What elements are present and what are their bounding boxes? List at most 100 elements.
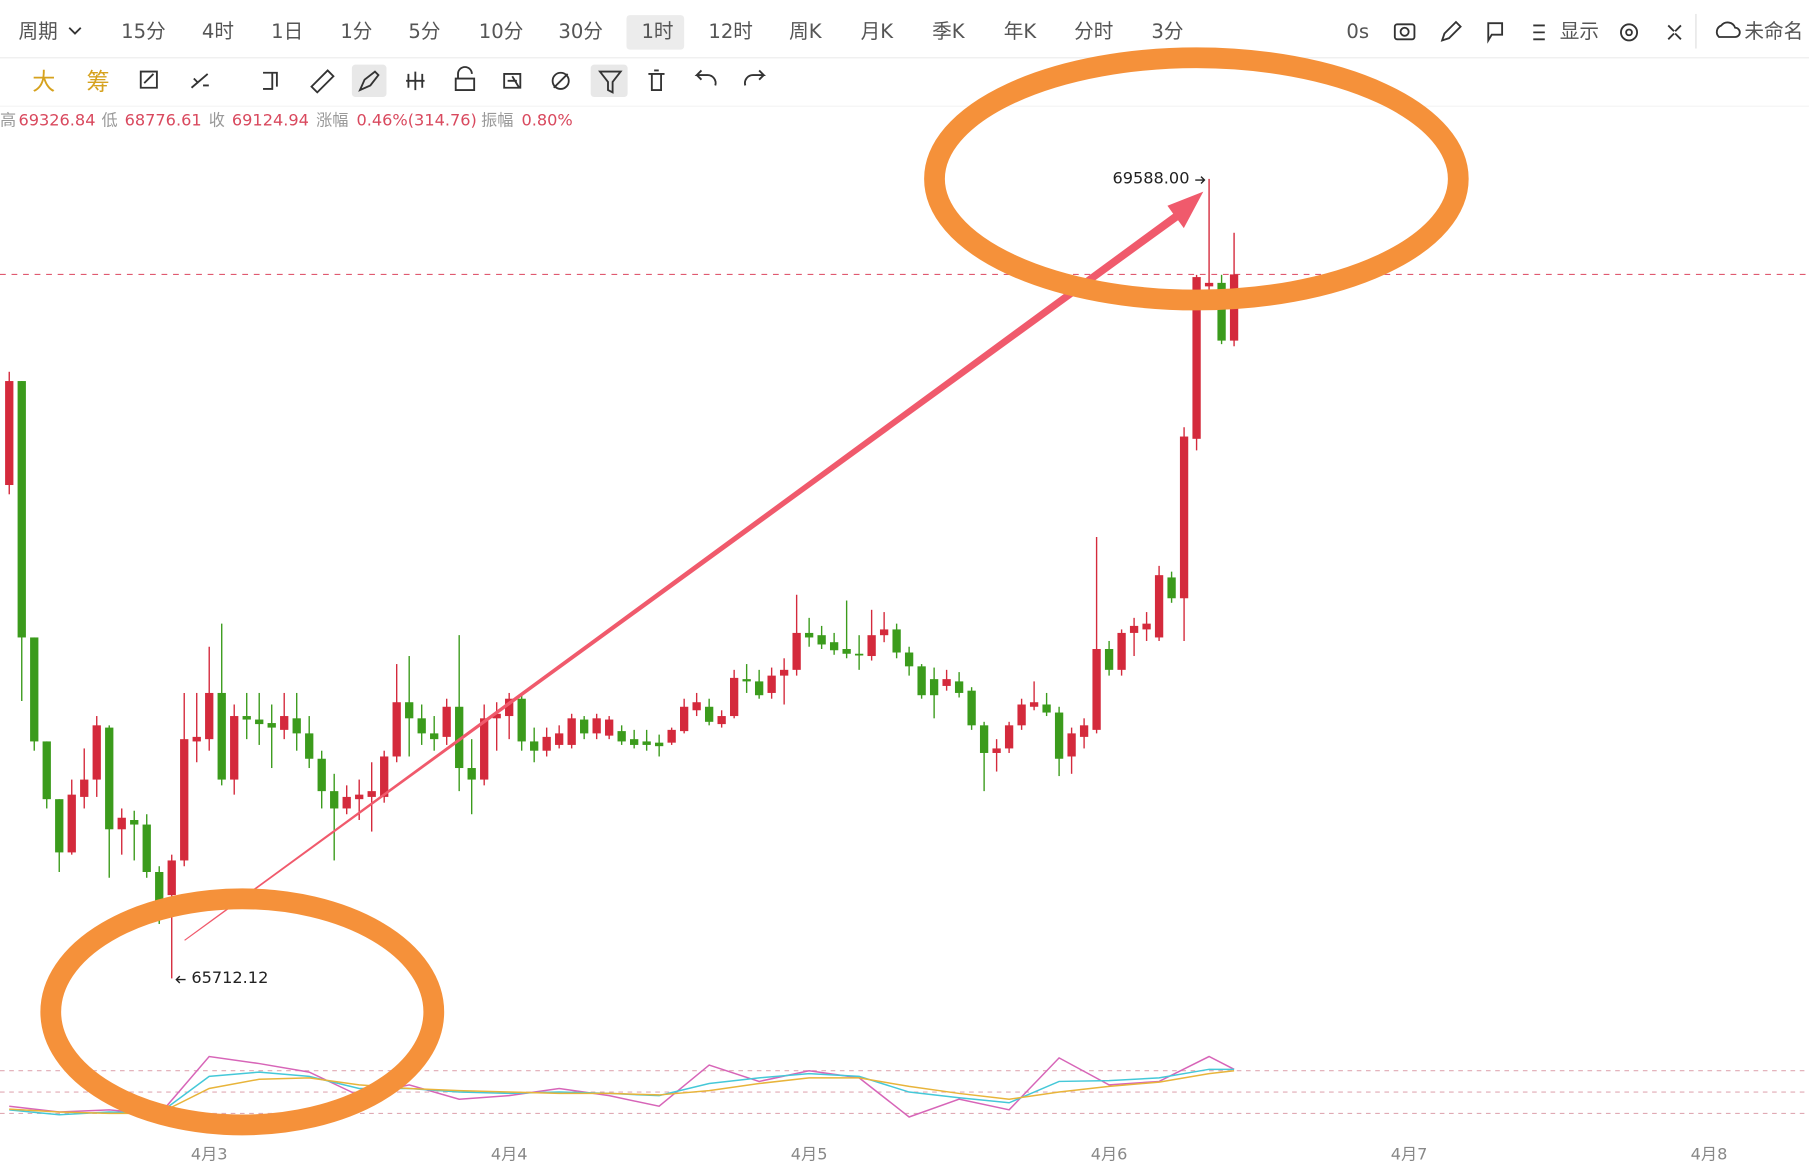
candle-body	[205, 692, 214, 740]
candle-body	[904, 652, 914, 667]
candle-body	[117, 817, 126, 830]
period-button[interactable]: 3分	[1151, 20, 1183, 43]
candle-body	[230, 716, 239, 780]
period-button[interactable]: 5分	[408, 20, 440, 43]
dropdown-icon[interactable]	[68, 27, 82, 35]
candle-body	[267, 723, 276, 728]
drawings	[40, 47, 1469, 1136]
candle-body	[1204, 282, 1214, 287]
candle-body	[954, 681, 964, 693]
highlight-ellipse	[40, 888, 445, 1136]
period-button[interactable]: 周K	[789, 20, 823, 43]
candle-body	[530, 741, 539, 751]
candle-body	[492, 713, 501, 719]
candle-body	[167, 860, 176, 896]
annotation-label: 69588.00	[1112, 168, 1189, 187]
candle-body	[942, 679, 951, 686]
candle-body	[929, 679, 939, 696]
candle-body	[280, 716, 289, 730]
candle-body	[1192, 277, 1201, 439]
candle-body	[667, 729, 676, 743]
candle-body	[992, 748, 1001, 753]
candle-body	[967, 690, 976, 726]
period-button[interactable]: 季K	[932, 20, 966, 43]
candle-body	[1054, 712, 1064, 759]
candle-body	[5, 381, 14, 486]
candle-body	[854, 653, 864, 656]
candle-body	[680, 706, 689, 732]
candle-body	[92, 725, 101, 780]
candle-body	[779, 669, 789, 676]
x-tick-label: 4月7	[1391, 1144, 1428, 1163]
x-tick-label: 4月8	[1691, 1144, 1728, 1163]
candle-body	[1042, 704, 1051, 713]
period-button[interactable]: 年K	[1004, 20, 1038, 43]
tool-button: 筹	[87, 70, 110, 96]
candle-body	[567, 718, 576, 745]
candle-body	[792, 632, 801, 670]
candle-body	[754, 681, 764, 696]
period-button[interactable]: 分时	[1074, 20, 1113, 43]
candle-body	[430, 733, 439, 740]
period-button[interactable]: 月K	[861, 20, 895, 43]
candle-body	[704, 706, 714, 722]
period-button[interactable]: 10分	[479, 20, 524, 43]
annotation-arrow	[1195, 176, 1206, 185]
candle-body	[917, 666, 926, 696]
candle-body	[1217, 282, 1226, 341]
candle-body	[542, 736, 551, 751]
candle-body	[879, 629, 889, 636]
candle-body	[1129, 625, 1139, 633]
candle-body	[630, 739, 639, 745]
toolbar-icons	[139, 20, 1741, 97]
info-label: 收	[209, 111, 225, 130]
info-value: 69326.84	[18, 111, 95, 130]
candle-body	[1104, 649, 1114, 670]
candle-body	[130, 820, 139, 825]
info-label: 高	[0, 111, 16, 130]
candle-body	[417, 718, 426, 734]
info-value: 69124.94	[232, 111, 309, 130]
candle-body	[617, 731, 626, 742]
candle-body	[505, 698, 514, 717]
period-button[interactable]: 1分	[340, 20, 372, 43]
annotation-arrow	[175, 975, 186, 984]
candle-body	[867, 635, 876, 657]
candle-body	[692, 702, 701, 711]
candle-body	[30, 637, 39, 742]
candle-body	[1092, 649, 1101, 730]
candle-body	[1029, 702, 1039, 707]
candle-body	[467, 768, 476, 780]
candle-body	[1142, 623, 1151, 630]
candle-body	[592, 718, 601, 734]
info-value: 0.80%	[521, 111, 572, 130]
toolbar-button[interactable]: 0s	[1346, 20, 1369, 43]
plot-area: 69588.00 65712.12 4月3 4月4 4月5 4月6 4月7 4月8	[0, 168, 1809, 1163]
toolbar-button[interactable]: 显示	[1560, 20, 1599, 43]
candle-body	[1167, 577, 1176, 599]
candle-body	[555, 733, 564, 745]
candle-body	[1004, 725, 1014, 749]
candle-body	[142, 824, 151, 872]
candle-body	[342, 796, 351, 809]
candle-body	[804, 632, 814, 638]
period-button[interactable]: 4时	[202, 20, 234, 43]
x-tick-label: 4月5	[791, 1144, 828, 1163]
highlight-ellipse	[924, 47, 1469, 311]
toolbar-button[interactable]: 未命名	[1744, 20, 1803, 43]
period-label[interactable]: 周期	[18, 20, 57, 43]
candle-body	[455, 706, 464, 769]
period-button[interactable]: 30分	[558, 20, 603, 43]
candle-body	[605, 719, 614, 736]
candle-body	[829, 642, 839, 651]
indicator-line	[9, 1055, 1235, 1118]
period-button[interactable]: 1日	[271, 20, 303, 43]
period-button[interactable]: 12时	[708, 20, 753, 43]
candle-body	[1079, 725, 1089, 737]
candle-body	[1067, 733, 1076, 757]
period-button[interactable]: 1时	[641, 20, 673, 43]
candle-body	[317, 758, 326, 792]
candle-body	[42, 741, 51, 800]
period-button[interactable]: 15分	[121, 20, 166, 43]
candle-body	[55, 799, 64, 853]
